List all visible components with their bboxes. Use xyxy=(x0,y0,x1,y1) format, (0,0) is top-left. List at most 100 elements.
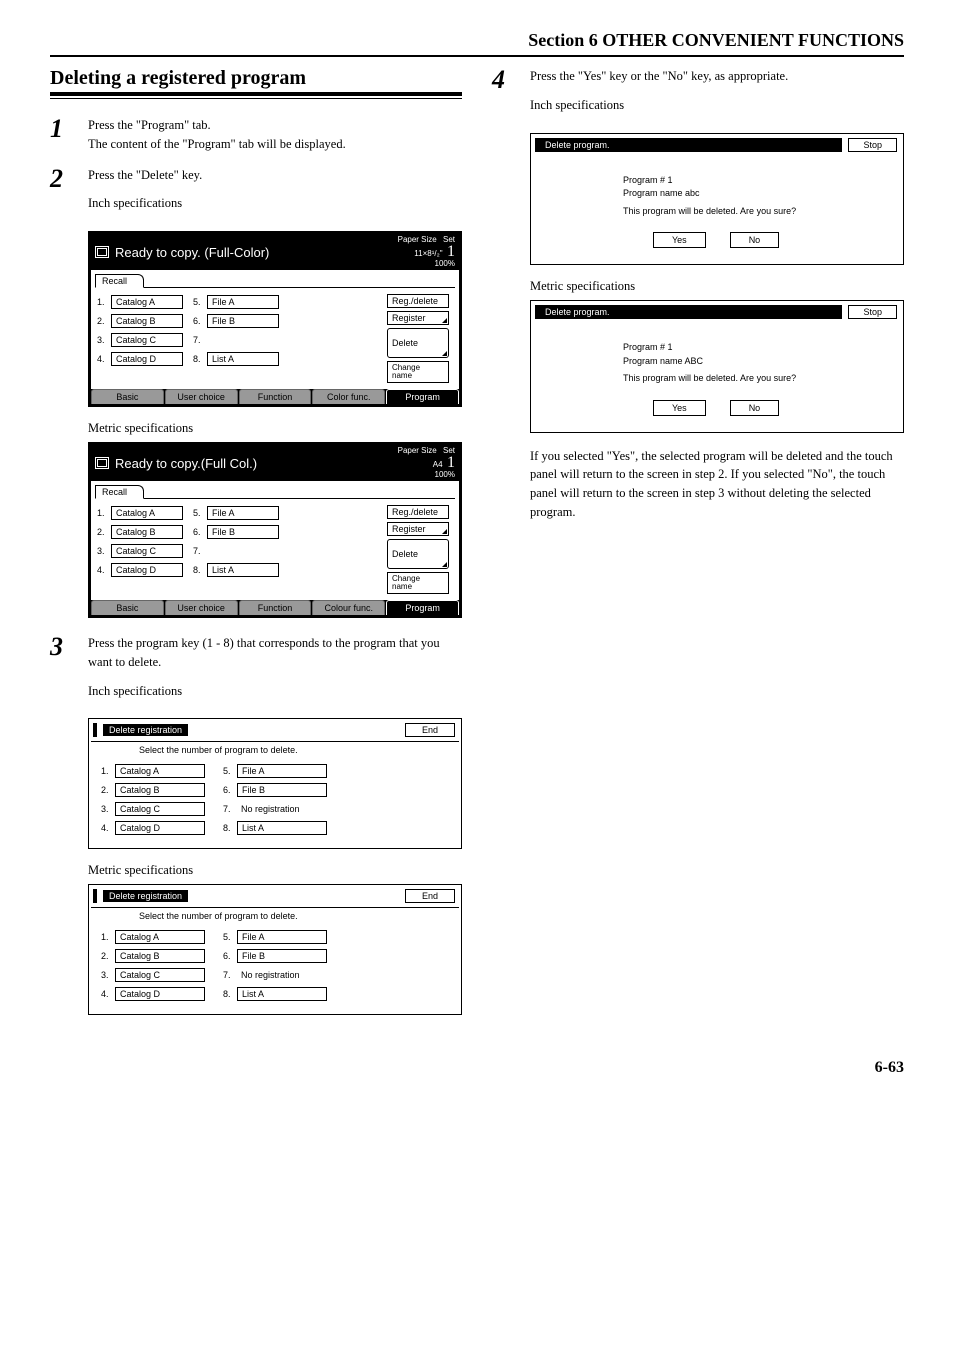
step-2: 2 Press the "Delete" key. Inch specifica… xyxy=(50,166,462,220)
tab-user-choice[interactable]: User choice xyxy=(165,389,238,404)
panel-title: Delete program. xyxy=(539,138,842,152)
no-button[interactable]: No xyxy=(730,400,780,416)
change-name-button[interactable]: Change name xyxy=(387,361,449,383)
end-button[interactable]: End xyxy=(405,723,455,737)
program-slot[interactable]: Catalog D xyxy=(115,987,205,1001)
program-name: Program name ABC xyxy=(623,355,901,369)
subsection-title: Deleting a registered program xyxy=(50,67,462,96)
delete-button[interactable]: Delete xyxy=(387,328,449,358)
zoom-percent: 100% xyxy=(435,259,455,268)
spec-label: Inch specifications xyxy=(88,194,462,213)
yes-button[interactable]: Yes xyxy=(653,400,706,416)
no-registration-label: No registration xyxy=(237,802,327,816)
step-number: 4 xyxy=(492,67,516,93)
set-count: 1 xyxy=(447,243,455,260)
tab-user-choice[interactable]: User choice xyxy=(165,600,238,615)
tab-function[interactable]: Function xyxy=(239,389,312,404)
program-number: Program # 1 xyxy=(623,174,901,188)
program-slot[interactable]: File B xyxy=(237,783,327,797)
step-number: 3 xyxy=(50,634,74,660)
no-button[interactable]: No xyxy=(730,232,780,248)
panel-title: Delete registration xyxy=(103,890,188,902)
header-bar-icon xyxy=(93,889,97,903)
program-name: Program name abc xyxy=(623,187,901,201)
step-number: 1 xyxy=(50,116,74,142)
program-slot[interactable]: Catalog C xyxy=(111,333,183,347)
doc-icon xyxy=(95,246,109,258)
spec-label: Metric specifications xyxy=(88,863,462,878)
tab-colour-func[interactable]: Colour func. xyxy=(312,600,385,615)
program-slot[interactable]: File B xyxy=(207,314,279,328)
program-slot[interactable]: File A xyxy=(237,930,327,944)
right-column: 4 Press the "Yes" key or the "No" key, a… xyxy=(492,67,904,1029)
tab-program[interactable]: Program xyxy=(386,600,459,615)
program-slot[interactable]: File A xyxy=(207,506,279,520)
doc-icon xyxy=(95,457,109,469)
program-slot[interactable]: Catalog C xyxy=(111,544,183,558)
tab-function[interactable]: Function xyxy=(239,600,312,615)
panel-title: Delete program. xyxy=(539,305,842,319)
tab-basic[interactable]: Basic xyxy=(91,600,164,615)
end-button[interactable]: End xyxy=(405,889,455,903)
program-slot[interactable]: List A xyxy=(237,987,327,1001)
program-slot[interactable]: File A xyxy=(237,764,327,778)
program-slot[interactable]: Catalog A xyxy=(111,506,183,520)
page-number: 6-63 xyxy=(50,1059,904,1077)
spec-label: Metric specifications xyxy=(88,421,462,436)
copy-panel-inch: Ready to copy. (Full-Color) Paper Size S… xyxy=(88,231,462,407)
panel-title: Ready to copy.(Full Col.) xyxy=(115,456,257,471)
copy-panel-metric: Ready to copy.(Full Col.) Paper Size Set… xyxy=(88,442,462,618)
step-1: 1 Press the "Program" tab. The content o… xyxy=(50,116,462,154)
program-slot[interactable]: File B xyxy=(207,525,279,539)
program-slot[interactable]: File A xyxy=(207,295,279,309)
panel-subtitle: Select the number of program to delete. xyxy=(91,742,459,761)
paper-size-label: Paper Size xyxy=(398,446,437,455)
stop-button[interactable]: Stop xyxy=(848,138,897,152)
tab-program[interactable]: Program xyxy=(386,389,459,404)
stop-button[interactable]: Stop xyxy=(848,305,897,319)
header-bar-icon xyxy=(93,723,97,737)
program-slot[interactable]: Catalog D xyxy=(115,821,205,835)
delete-program-confirm-metric: Delete program. Stop Program # 1 Program… xyxy=(530,300,904,433)
recall-tab[interactable]: Recall xyxy=(95,485,144,499)
spec-label: Metric specifications xyxy=(530,279,904,294)
reg-delete-button[interactable]: Reg./delete xyxy=(387,505,449,519)
register-button[interactable]: Register xyxy=(387,522,449,536)
program-slot[interactable]: Catalog A xyxy=(111,295,183,309)
panel-title: Ready to copy. (Full-Color) xyxy=(115,245,269,260)
step-3: 3 Press the program key (1 - 8) that cor… xyxy=(50,634,462,706)
program-slot[interactable]: Catalog B xyxy=(115,949,205,963)
program-slot[interactable]: Catalog A xyxy=(115,764,205,778)
register-button[interactable]: Register xyxy=(387,311,449,325)
step-text: Press the "Yes" key or the "No" key, as … xyxy=(530,67,904,86)
program-slot[interactable]: Catalog C xyxy=(115,802,205,816)
program-slot[interactable]: List A xyxy=(237,821,327,835)
program-slot[interactable]: Catalog B xyxy=(115,783,205,797)
program-slot[interactable]: List A xyxy=(207,352,279,366)
recall-tab[interactable]: Recall xyxy=(95,274,144,288)
program-slot[interactable]: Catalog D xyxy=(111,352,183,366)
program-slot[interactable]: Catalog D xyxy=(111,563,183,577)
tab-bar: Basic User choice Function Colour func. … xyxy=(89,600,461,617)
program-slot[interactable]: Catalog A xyxy=(115,930,205,944)
step-text: Press the "Delete" key. xyxy=(88,166,462,185)
panel-title: Delete registration xyxy=(103,724,188,736)
step-text: The content of the "Program" tab will be… xyxy=(88,135,462,154)
paper-size-value: A4 xyxy=(433,460,443,469)
change-name-button[interactable]: Change name xyxy=(387,572,449,594)
reg-delete-button[interactable]: Reg./delete xyxy=(387,294,449,308)
paper-size-value: 11×8¹/₂" xyxy=(414,249,442,258)
tab-basic[interactable]: Basic xyxy=(91,389,164,404)
set-count: 1 xyxy=(447,454,455,471)
program-slot[interactable]: Catalog C xyxy=(115,968,205,982)
program-slot[interactable]: List A xyxy=(207,563,279,577)
delete-button[interactable]: Delete xyxy=(387,539,449,569)
delete-registration-panel-metric: Delete registration End Select the numbe… xyxy=(88,884,462,1015)
tab-color-func[interactable]: Color func. xyxy=(312,389,385,404)
yes-button[interactable]: Yes xyxy=(653,232,706,248)
paper-size-label: Paper Size xyxy=(398,235,437,244)
program-slot[interactable]: Catalog B xyxy=(111,525,183,539)
program-slot[interactable]: File B xyxy=(237,949,327,963)
spec-label: Inch specifications xyxy=(530,96,904,115)
program-slot[interactable]: Catalog B xyxy=(111,314,183,328)
